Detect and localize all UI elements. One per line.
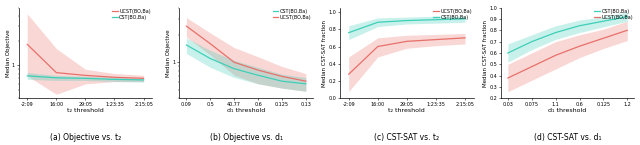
Text: (b) Objective vs. d₁: (b) Objective vs. d₁ [210, 133, 283, 142]
Legend: CST(BO,Ba), UCST(BO,Ba): CST(BO,Ba), UCST(BO,Ba) [272, 9, 312, 20]
Text: (c) CST-SAT vs. t₂: (c) CST-SAT vs. t₂ [374, 133, 440, 142]
Y-axis label: Median Objective: Median Objective [166, 29, 172, 77]
Legend: CST(BO,Ba), UCST(BO,Ba): CST(BO,Ba), UCST(BO,Ba) [593, 9, 634, 20]
Y-axis label: Median Objective: Median Objective [6, 29, 10, 77]
X-axis label: t₂ threshold: t₂ threshold [388, 108, 425, 113]
Text: (a) Objective vs. t₂: (a) Objective vs. t₂ [50, 133, 121, 142]
X-axis label: t₂ threshold: t₂ threshold [67, 108, 104, 113]
Y-axis label: Median CST-SAT fraction: Median CST-SAT fraction [323, 20, 328, 87]
Legend: UCST(BO,Ba), CST(BO,Ba): UCST(BO,Ba), CST(BO,Ba) [111, 9, 151, 20]
X-axis label: d₁ threshold: d₁ threshold [548, 108, 587, 113]
Legend: UCST(BO,Ba), CST(BO,Ba): UCST(BO,Ba), CST(BO,Ba) [433, 9, 473, 20]
X-axis label: d₁ threshold: d₁ threshold [227, 108, 265, 113]
Y-axis label: Median CST-SAT fraction: Median CST-SAT fraction [483, 20, 488, 87]
Text: (d) CST-SAT vs. d₁: (d) CST-SAT vs. d₁ [534, 133, 602, 142]
